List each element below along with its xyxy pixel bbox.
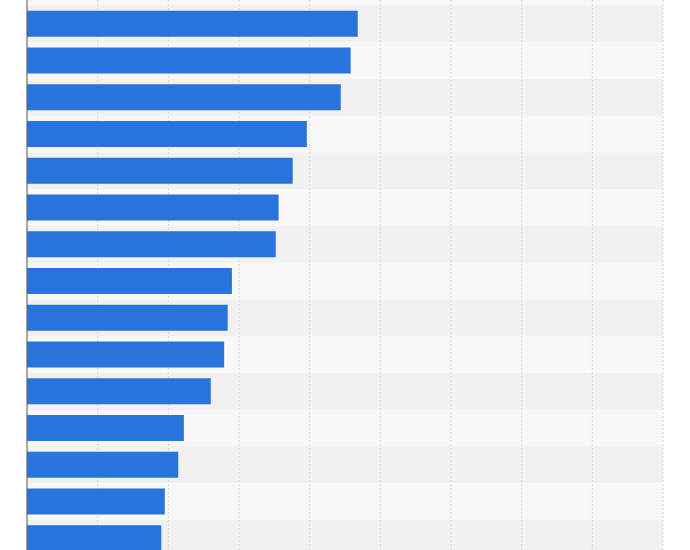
row-band: [27, 0, 663, 6]
bar: [27, 378, 211, 405]
bar: [27, 231, 276, 258]
bar: [27, 268, 232, 294]
bar: [27, 304, 228, 331]
bar: [27, 415, 184, 441]
bar: [27, 488, 165, 515]
bar: [27, 525, 162, 550]
bar: [27, 10, 358, 37]
bar: [27, 194, 279, 221]
bar: [27, 84, 341, 111]
bar: [27, 157, 293, 184]
bar: [27, 47, 351, 74]
bar: [27, 451, 179, 478]
bar: [27, 341, 225, 368]
bar: [27, 121, 307, 147]
